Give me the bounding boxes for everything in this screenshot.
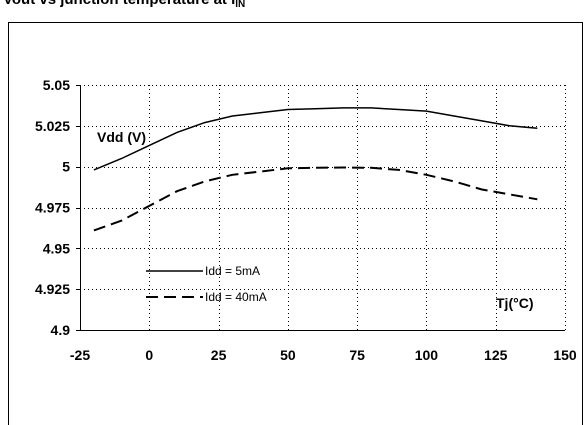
y-tick-label: 4.95: [43, 240, 70, 256]
y-axis-label: Vdd (V): [97, 129, 146, 145]
x-tick-label: 75: [349, 347, 365, 363]
y-tick-label: 4.975: [35, 200, 70, 216]
x-tick-label: 100: [415, 347, 439, 363]
x-tick-label: -25: [70, 347, 90, 363]
tick-labels: 4.9 4.925 4.95 4.975 5 5.025 5.05 -25 0 25 50 75 100…: [35, 77, 577, 363]
y-tick-label: 5: [62, 159, 70, 175]
x-axis-label: Tj(°C): [496, 295, 533, 311]
frame-box: [8, 22, 583, 425]
x-tick-label: 150: [553, 347, 577, 363]
x-tick-label: 0: [145, 347, 153, 363]
legend: Idd = 5mA Idd = 40mA: [146, 264, 267, 304]
x-tick-label: 125: [484, 347, 508, 363]
y-tick-label: 4.9: [51, 322, 71, 338]
legend-label-2: Idd = 40mA: [205, 290, 267, 304]
y-tick-label: 4.925: [35, 281, 70, 297]
figure-title: Vout vs junction temperature at IIN: [3, 0, 246, 10]
figure-title-main: Vout vs junction temperature at I: [3, 0, 235, 8]
y-tick-label: 5.05: [43, 77, 70, 93]
x-tick-label: 50: [280, 347, 296, 363]
series-line-2: [93, 166, 538, 232]
axes: [80, 85, 565, 331]
figure-title-subscript: IN: [235, 0, 246, 10]
x-tick-label: 25: [211, 347, 227, 363]
legend-label-1: Idd = 5mA: [205, 264, 260, 278]
series-lines: [93, 107, 538, 232]
grid: [80, 85, 566, 330]
y-tick-label: 5.025: [35, 118, 70, 134]
series-line-1: [93, 107, 538, 171]
